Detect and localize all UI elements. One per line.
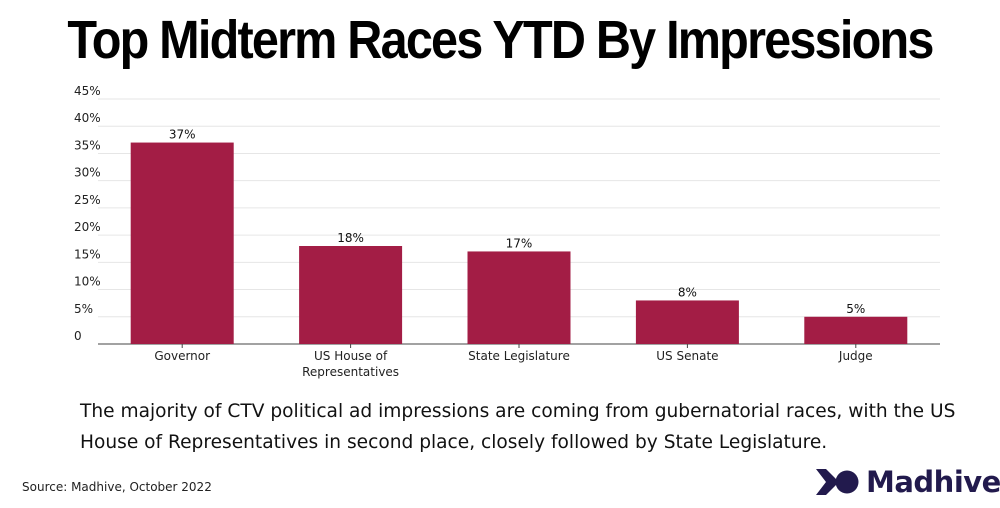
x-tick-label: State Legislature (468, 349, 570, 363)
y-tick-label: 45% (74, 84, 101, 98)
chart-title: Top Midterm Races YTD By Impressions (67, 10, 934, 70)
x-tick-label: US Senate (656, 349, 718, 363)
y-tick-label: 35% (74, 138, 101, 152)
y-tick-label: 15% (74, 247, 101, 261)
y-tick-label: 40% (74, 111, 101, 125)
bar-value-label: 8% (678, 285, 697, 299)
y-tick-label: 25% (74, 193, 101, 207)
madhive-logo: Madhive (814, 462, 1000, 502)
y-tick-label: 10% (74, 275, 101, 289)
x-tick-label: Judge (838, 349, 873, 363)
x-tick-label: US House of Representatives (302, 349, 399, 379)
bar-value-label: 5% (846, 302, 865, 316)
bar-chart: 0 5% 10% 15% 20% 25% 30% 35% 40% 45% 37% Governor 18… (74, 84, 940, 379)
y-tick-label: 5% (74, 302, 93, 316)
y-tick-label: 30% (74, 166, 101, 180)
bar-value-label: 37% (169, 128, 196, 142)
bar (635, 300, 739, 344)
chart-caption: The majority of CTV political ad impress… (80, 401, 956, 453)
y-tick-label: 0 (74, 329, 82, 343)
bar (467, 251, 571, 344)
x-tick-label: Governor (154, 349, 210, 363)
bar (804, 316, 908, 344)
madhive-logo-icon (816, 469, 859, 495)
bar (299, 246, 403, 344)
y-tick-label: 20% (74, 220, 101, 234)
bar-value-label: 17% (506, 236, 533, 250)
bar-value-label: 18% (337, 231, 364, 245)
bar (130, 142, 234, 344)
source-note: Source: Madhive, October 2022 (22, 480, 212, 494)
madhive-logo-text: Madhive (866, 465, 1000, 499)
